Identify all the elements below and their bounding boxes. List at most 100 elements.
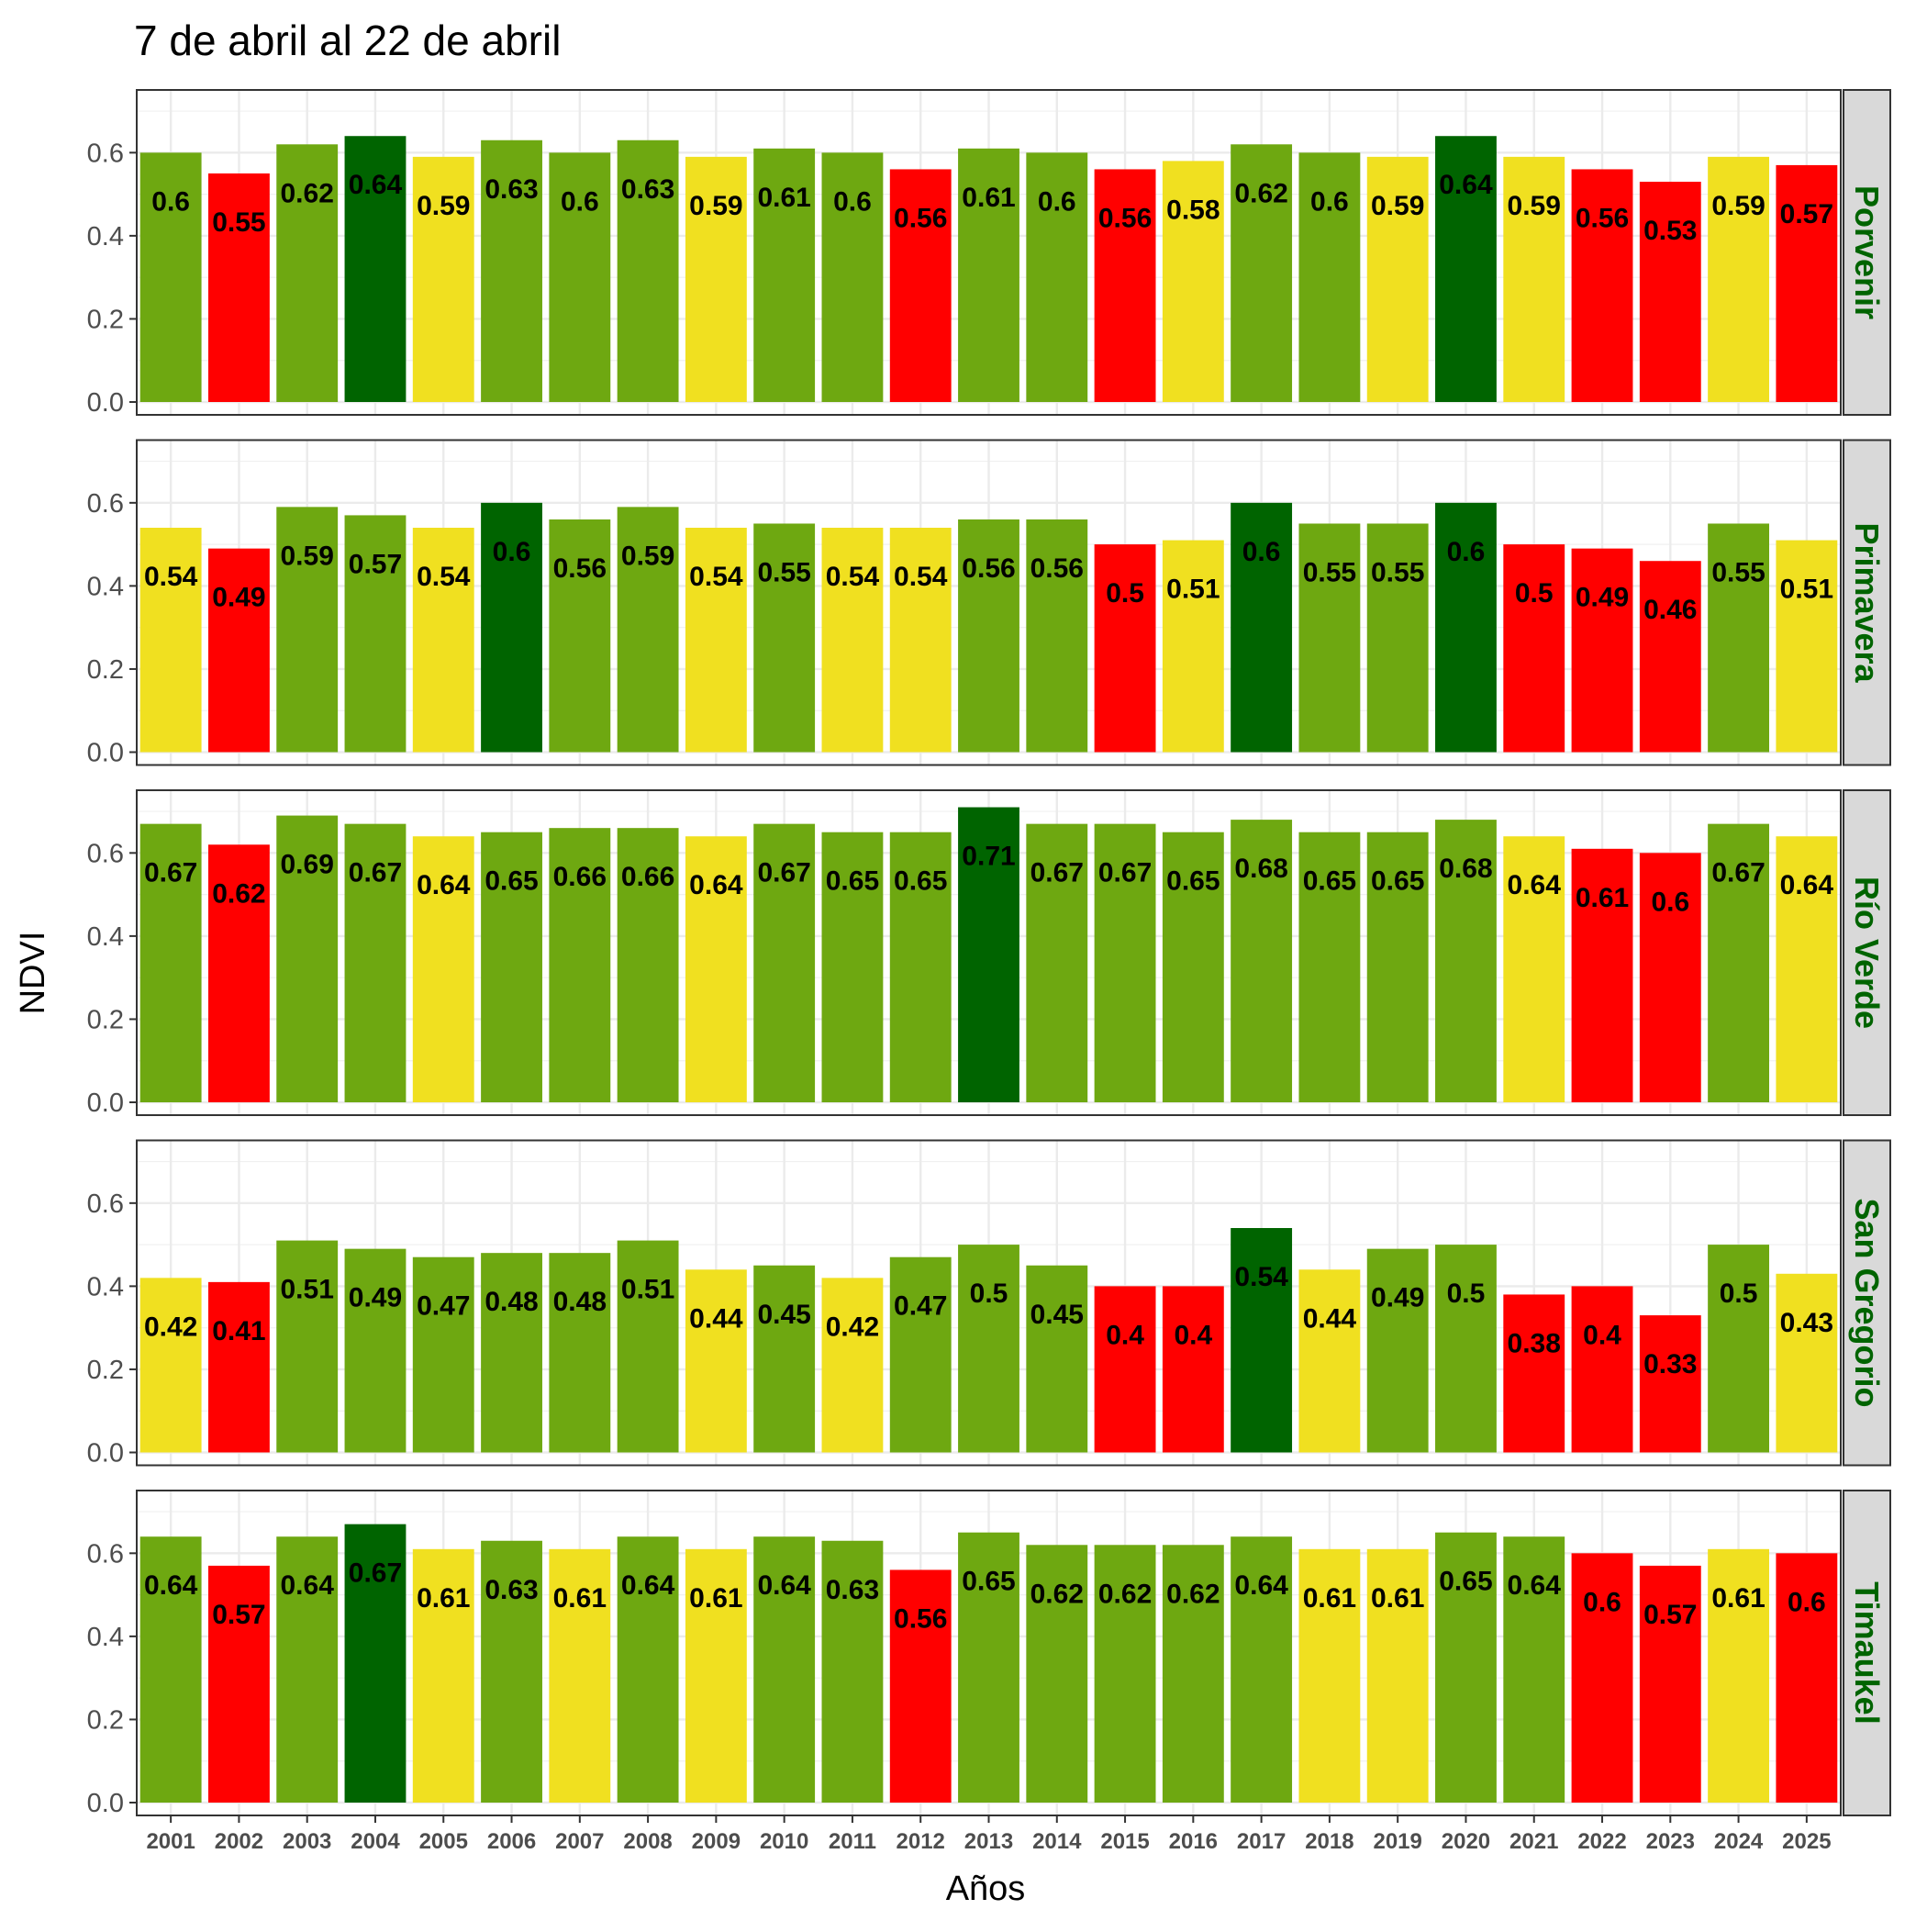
bar-value-label: 0.69: [281, 850, 334, 880]
x-tick-label: 2022: [1577, 1829, 1626, 1854]
bar: [1162, 1545, 1224, 1803]
bar: [412, 836, 474, 1102]
bar-value-label: 0.62: [281, 178, 334, 208]
bar: [1776, 1553, 1838, 1803]
bar-value-label: 0.51: [1166, 575, 1220, 605]
bar: [481, 502, 542, 753]
y-tick-label: 0.2: [87, 1005, 124, 1034]
bar-value-label: 0.43: [1780, 1308, 1833, 1338]
y-tick-label: 0.0: [87, 388, 124, 418]
bar-value-label: 0.48: [485, 1287, 538, 1317]
bar-value-label: 0.54: [894, 562, 948, 592]
bar: [1571, 169, 1633, 402]
bar: [1366, 523, 1429, 753]
bar: [685, 528, 747, 753]
x-tick-label: 2004: [351, 1829, 400, 1854]
bar-value-label: 0.64: [1780, 870, 1834, 900]
bar: [207, 173, 270, 402]
bar: [1435, 820, 1497, 1102]
bar: [1026, 823, 1088, 1102]
bar-value-label: 0.67: [1098, 858, 1152, 888]
x-tick-label: 2025: [1782, 1829, 1831, 1854]
bar: [1503, 836, 1565, 1102]
facet-strip-label: Río Verde: [1848, 877, 1886, 1029]
facet-strip-label: Porvenir: [1848, 185, 1886, 319]
bar: [1503, 1536, 1565, 1803]
bar-value-label: 0.6: [1310, 186, 1349, 217]
bar-value-label: 0.45: [1030, 1300, 1084, 1330]
panel-border: [136, 439, 1842, 766]
y-tick-label: 0.2: [87, 1705, 124, 1735]
bar-value-label: 0.61: [1371, 1583, 1424, 1614]
bar-value-label: 0.57: [1643, 1600, 1697, 1630]
bar: [753, 1265, 816, 1453]
x-tick-label: 2016: [1169, 1829, 1218, 1854]
y-tick-label: 0.0: [87, 1439, 124, 1469]
bar: [889, 169, 952, 402]
x-tick-label: 2023: [1646, 1829, 1695, 1854]
bar: [1162, 1286, 1224, 1453]
bar: [1094, 169, 1156, 402]
x-tick-label: 2003: [283, 1829, 331, 1854]
x-tick-label: 2011: [829, 1829, 876, 1854]
y-tick-label: 0.2: [87, 655, 124, 685]
bar: [1639, 853, 1701, 1102]
bar: [481, 140, 542, 402]
y-tick-label: 0.4: [87, 1272, 124, 1301]
bar: [207, 1565, 270, 1803]
bar-value-label: 0.38: [1508, 1328, 1561, 1358]
bar-value-label: 0.66: [621, 862, 674, 892]
bar-value-label: 0.59: [1371, 191, 1424, 221]
bar-value-label: 0.64: [349, 170, 403, 200]
bar: [276, 1240, 339, 1453]
bar: [412, 1256, 474, 1453]
bar-value-label: 0.64: [144, 1570, 198, 1601]
bar: [1298, 832, 1361, 1102]
facet-strip: [1843, 1139, 1891, 1467]
bar: [1708, 823, 1770, 1102]
bar-value-label: 0.56: [1030, 553, 1084, 584]
bar-value-label: 0.55: [757, 557, 810, 587]
bar-value-label: 0.62: [212, 878, 265, 909]
bar-value-label: 0.5: [1447, 1279, 1486, 1309]
bar: [1298, 523, 1361, 753]
x-tick-label: 2001: [146, 1829, 195, 1854]
bar: [889, 1569, 952, 1803]
bar-value-label: 0.6: [151, 186, 190, 217]
y-tick-label: 0.0: [87, 1089, 124, 1118]
x-tick-label: 2006: [487, 1829, 536, 1854]
bar-value-label: 0.63: [621, 174, 674, 205]
facet-strip: [1843, 439, 1891, 766]
bar-value-label: 0.62: [1234, 178, 1287, 208]
bar-value-label: 0.56: [1098, 203, 1152, 233]
bar-value-label: 0.51: [1780, 575, 1833, 605]
bar: [821, 832, 884, 1102]
x-tick-label: 2012: [897, 1829, 945, 1854]
bar: [889, 528, 952, 753]
bar: [276, 815, 339, 1102]
bar: [344, 1248, 407, 1453]
bar-value-label: 0.65: [894, 866, 947, 897]
bar: [617, 1240, 679, 1453]
bar-value-label: 0.65: [826, 866, 879, 897]
bar: [1571, 1286, 1633, 1453]
bar-value-label: 0.61: [553, 1583, 607, 1614]
x-tick-label: 2018: [1305, 1829, 1353, 1854]
bar-value-label: 0.61: [1576, 883, 1629, 913]
y-tick-label: 0.2: [87, 305, 124, 334]
bar-value-label: 0.6: [493, 537, 531, 567]
panel-border: [136, 89, 1842, 416]
bar: [1162, 832, 1224, 1102]
bar-value-label: 0.67: [1711, 858, 1765, 888]
bar: [1776, 1273, 1838, 1453]
x-tick-label: 2024: [1714, 1829, 1764, 1854]
bar: [1026, 1545, 1088, 1803]
bar-value-label: 0.68: [1234, 854, 1287, 884]
facet-strip: [1843, 89, 1891, 416]
bar-value-label: 0.57: [1780, 199, 1833, 229]
bar-value-label: 0.63: [485, 174, 538, 205]
bar-value-label: 0.65: [1303, 866, 1356, 897]
bar-value-label: 0.44: [689, 1303, 743, 1334]
bar: [1366, 1548, 1429, 1803]
bar-value-label: 0.46: [1643, 595, 1697, 625]
